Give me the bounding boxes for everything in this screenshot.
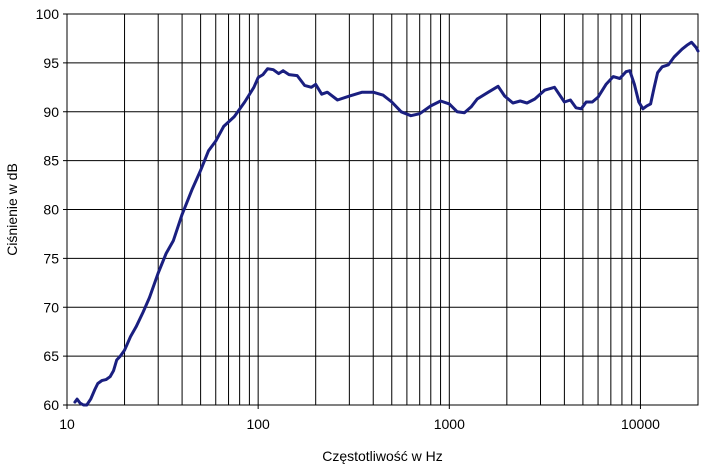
y-tick-label: 60 bbox=[43, 397, 59, 413]
x-axis-tick-labels: 10 100 1000 10000 bbox=[59, 405, 660, 432]
x-tick-label: 10000 bbox=[621, 416, 660, 432]
y-tick-label: 65 bbox=[43, 348, 59, 364]
x-tick-label: 10 bbox=[59, 416, 75, 432]
y-axis-tick-labels: 60 65 70 75 80 85 90 95 100 bbox=[36, 6, 67, 413]
x-tick-label: 1000 bbox=[434, 416, 465, 432]
y-axis-title: Ciśnienie w dB bbox=[4, 163, 20, 256]
series-line bbox=[73, 40, 700, 407]
x-axis-title: Częstotliwość w Hz bbox=[322, 448, 443, 464]
y-tick-label: 80 bbox=[43, 202, 59, 218]
y-tick-label: 85 bbox=[43, 153, 59, 169]
horizontal-gridlines bbox=[67, 62, 698, 357]
y-tick-label: 75 bbox=[43, 250, 59, 266]
series-layer bbox=[73, 40, 700, 407]
y-tick-label: 70 bbox=[43, 299, 59, 315]
y-tick-label: 95 bbox=[43, 55, 59, 71]
y-tick-label: 100 bbox=[36, 6, 60, 22]
y-tick-label: 90 bbox=[43, 104, 59, 120]
x-tick-label: 100 bbox=[246, 416, 270, 432]
